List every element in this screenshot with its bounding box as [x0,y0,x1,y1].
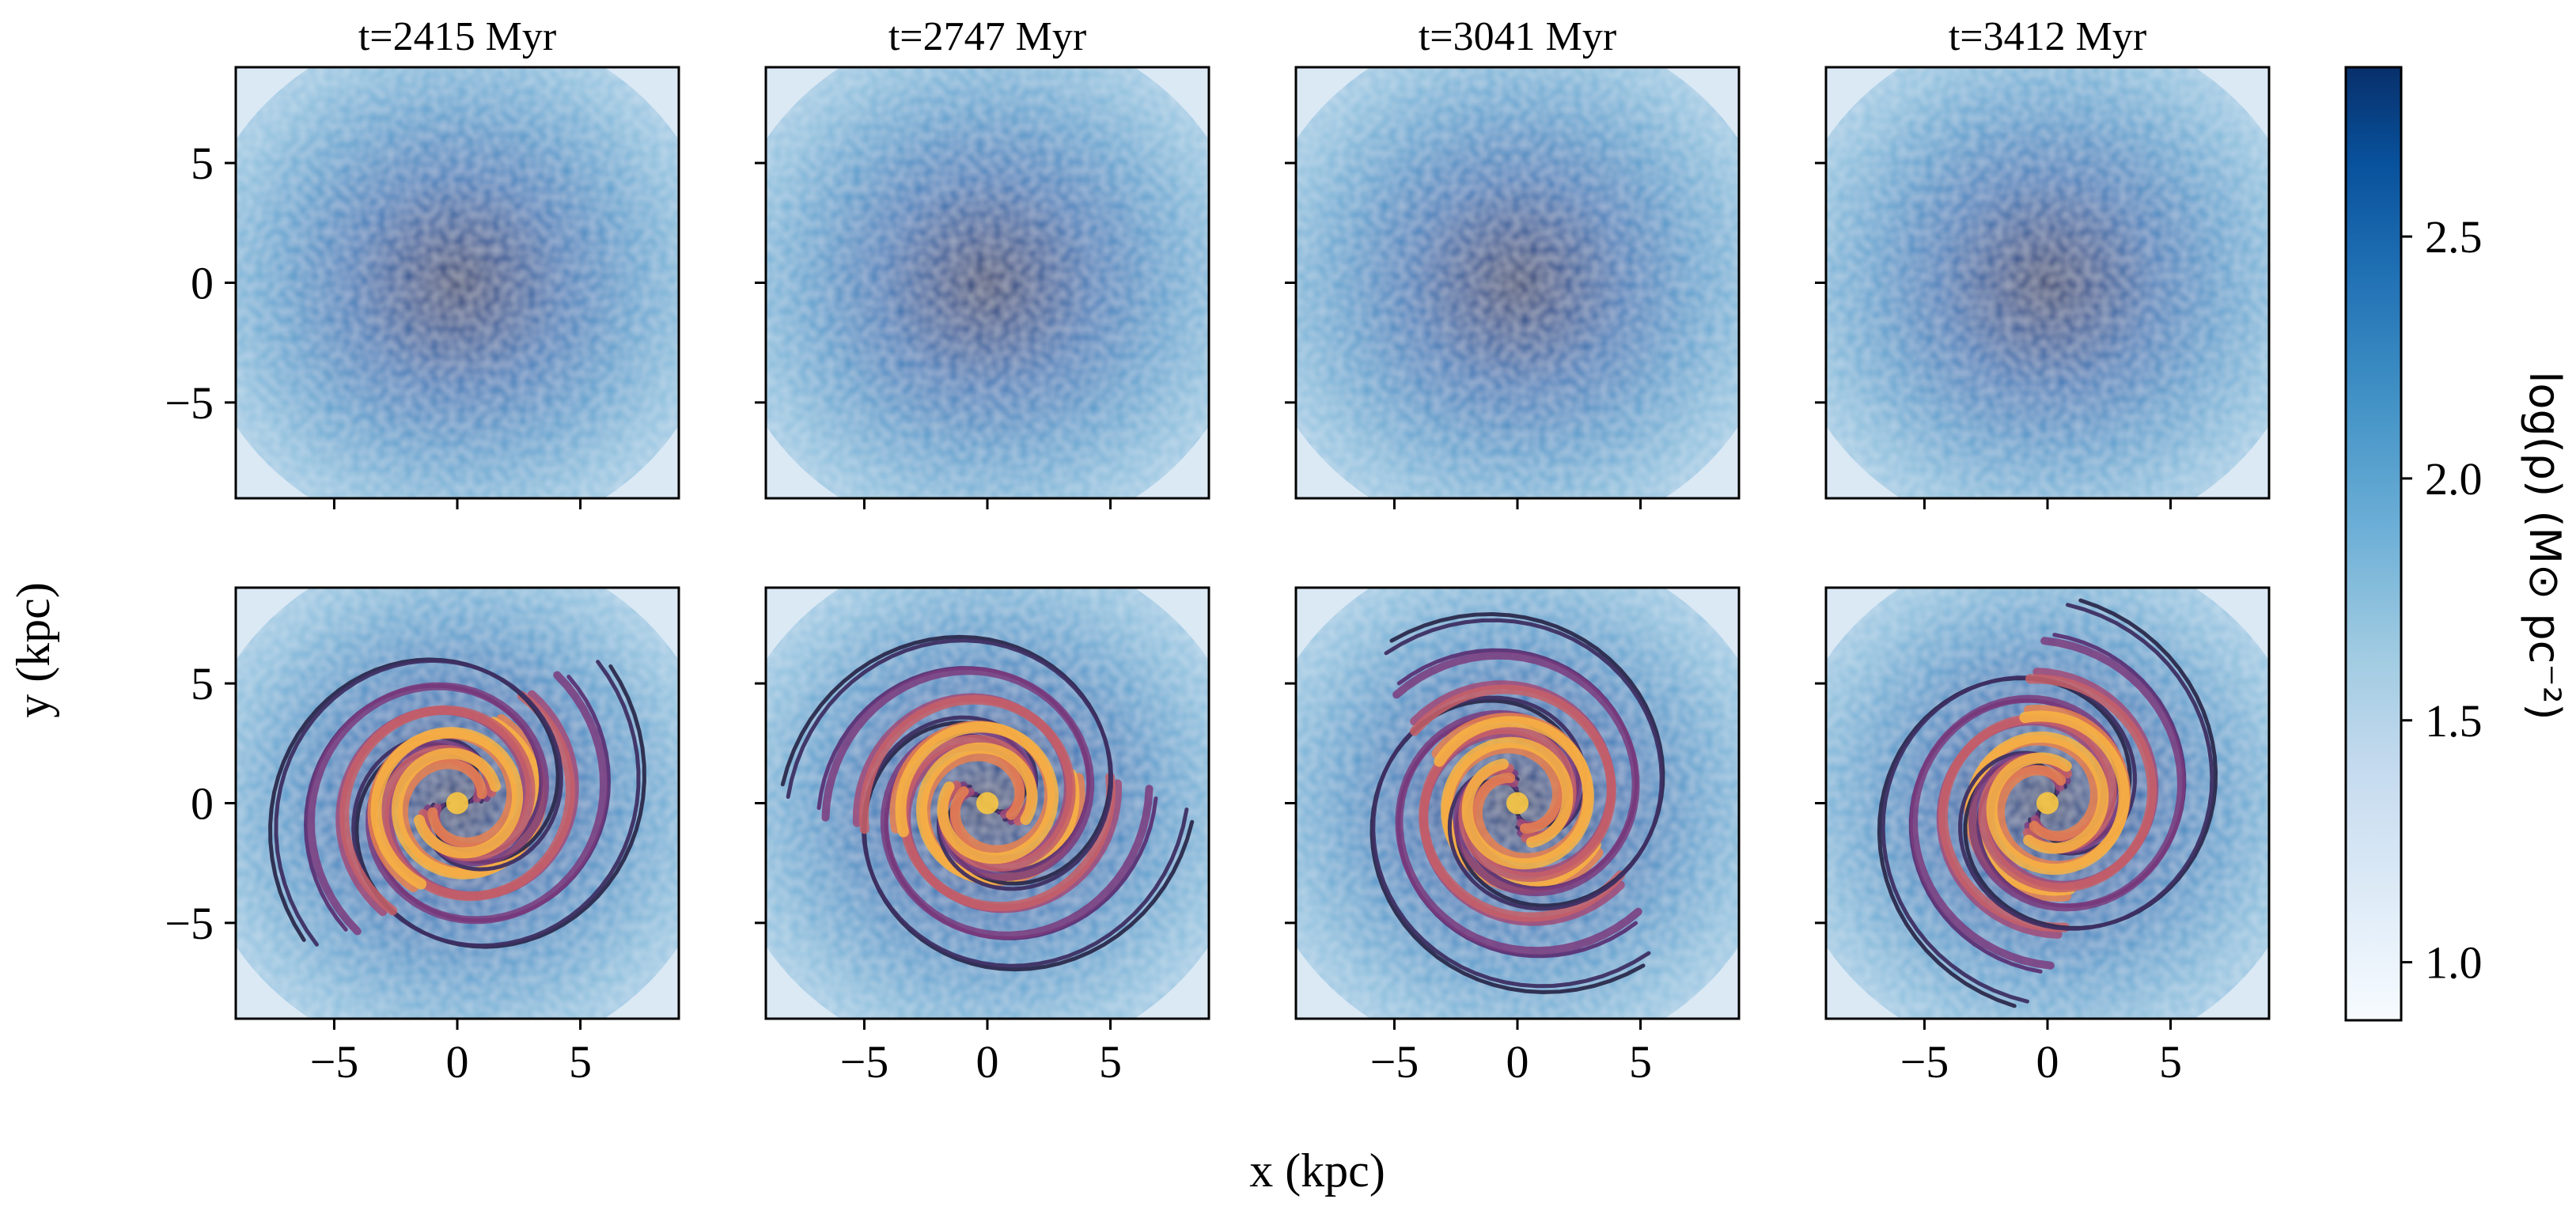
density-disk [1296,67,1739,498]
density-disk [766,67,1209,498]
panel: −5 0 5 5 0 −5 [165,586,680,1088]
y-tick-label: 5 [191,658,214,709]
core-hotspot [2036,792,2059,815]
gas-contours [268,657,646,949]
colorbar-tick-label: 2.0 [2425,453,2483,505]
x-tick-label: 5 [1629,1036,1652,1088]
colorbar-label: log(ρ) (M⊙ pc⁻²) [2520,371,2570,720]
colorbar-ticks: 1.0 1.5 2.0 2.5 [2401,211,2483,989]
panel-title: t=2747 Myr [888,14,1086,59]
x-tick-label: 0 [2036,1036,2059,1088]
y-tick-label: 5 [191,138,214,189]
panel: −5 0 5 [755,586,1210,1088]
gas-contours [1369,611,1665,995]
y-tick-label: −5 [165,898,214,949]
core-hotspot [976,792,998,815]
x-tick-label: −5 [310,1036,359,1088]
x-tick-label: 5 [2159,1036,2182,1088]
x-tick-label: −5 [1900,1036,1949,1088]
gas-contours [1877,598,2218,1008]
colorbar-tick-label: 1.0 [2425,937,2483,989]
colorbar-tick-label: 1.5 [2425,695,2483,747]
panel: t=2747 Myr [755,14,1210,509]
panels: 5 0 −5 t=2415 Myr t=2747 Myr t=3041 Myr t=3412… [165,14,2271,1088]
contour-line [370,727,524,890]
panel: −5 0 5 [1815,586,2271,1088]
x-tick-label: 0 [1506,1036,1529,1088]
panel: t=3041 Myr [1285,14,1741,509]
core-hotspot [446,792,468,815]
panel-title: t=3412 Myr [1949,14,2146,59]
axis-labels: x (kpc) y (kpc) [7,582,1385,1197]
gas-contours [780,634,1195,972]
x-tick-label: −5 [840,1036,889,1088]
x-tick-label: 0 [976,1036,999,1088]
colorbar-gradient [2344,66,2403,1022]
panel: t=3412 Myr [1815,14,2271,509]
panel: −5 0 5 [1285,586,1741,1088]
density-disk [236,67,679,498]
contour-line [1434,716,1594,870]
x-tick-label: −5 [1370,1036,1419,1088]
panel-title: t=2415 Myr [358,14,556,59]
colorbar-tick-label: 2.5 [2425,211,2483,263]
panel: 5 0 −5 t=2415 Myr [165,14,680,509]
panel-title: t=3041 Myr [1419,14,1616,59]
x-tick-label: 0 [446,1036,469,1088]
x-axis-label: x (kpc) [1249,1144,1385,1197]
y-tick-label: 0 [191,778,214,830]
density-disk [1826,67,2269,498]
y-axis-label: y (kpc) [7,582,59,718]
x-tick-label: 5 [569,1036,592,1088]
core-hotspot [1506,792,1529,815]
colorbar: 1.0 1.5 2.0 2.5 log(ρ) (M⊙ pc⁻²) [2344,66,2570,1022]
x-tick-label: 5 [1099,1036,1122,1088]
contour-line [895,721,1059,864]
y-tick-label: −5 [165,377,214,429]
y-tick-label: 0 [191,258,214,309]
contour-line [1986,710,2130,876]
